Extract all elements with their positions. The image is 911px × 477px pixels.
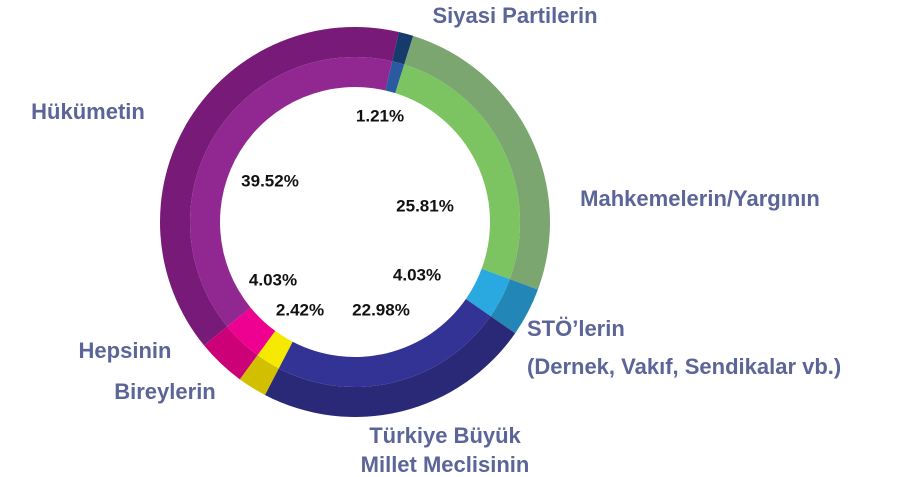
donut-slice-inner xyxy=(190,57,393,327)
donut-slice-outer xyxy=(404,35,550,290)
data-label: 1.21% xyxy=(356,106,404,125)
data-label: 22.98% xyxy=(352,300,410,319)
donut-slice-inner xyxy=(257,330,293,369)
data-label: 25.81% xyxy=(396,196,454,215)
category-label: Millet Meclisinin xyxy=(361,452,530,477)
category-label: Siyasi Partilerin xyxy=(432,3,597,28)
donut-slice-inner xyxy=(385,61,405,94)
donut-slice-outer xyxy=(392,31,414,65)
donut-slice-outer xyxy=(160,26,399,346)
category-label: Hepsinin xyxy=(79,338,172,363)
donut-slice-outer xyxy=(264,316,516,417)
category-label: (Dernek, Vakıf, Sendikalar vb.) xyxy=(527,354,841,379)
category-label: Mahkemelerin/Yargının xyxy=(580,186,820,211)
donut-slice-outer xyxy=(204,326,258,380)
data-label: 4.03% xyxy=(393,265,441,284)
data-label: 4.03% xyxy=(249,270,297,289)
donut-slice-inner xyxy=(465,268,510,317)
donut-slice-outer xyxy=(490,279,538,334)
data-label: 39.52% xyxy=(241,171,299,190)
category-label: STÖ’lerin xyxy=(527,316,625,341)
category-label: Hükümetin xyxy=(31,99,145,124)
category-label: Türkiye Büyük xyxy=(369,423,521,448)
donut-slice-outer xyxy=(239,355,279,395)
data-label: 2.42% xyxy=(276,300,324,319)
donut-slice-inner xyxy=(395,64,520,280)
category-label: Bireylerin xyxy=(114,379,216,404)
donut-slice-inner xyxy=(227,307,276,356)
donut-slice-inner xyxy=(278,299,491,387)
